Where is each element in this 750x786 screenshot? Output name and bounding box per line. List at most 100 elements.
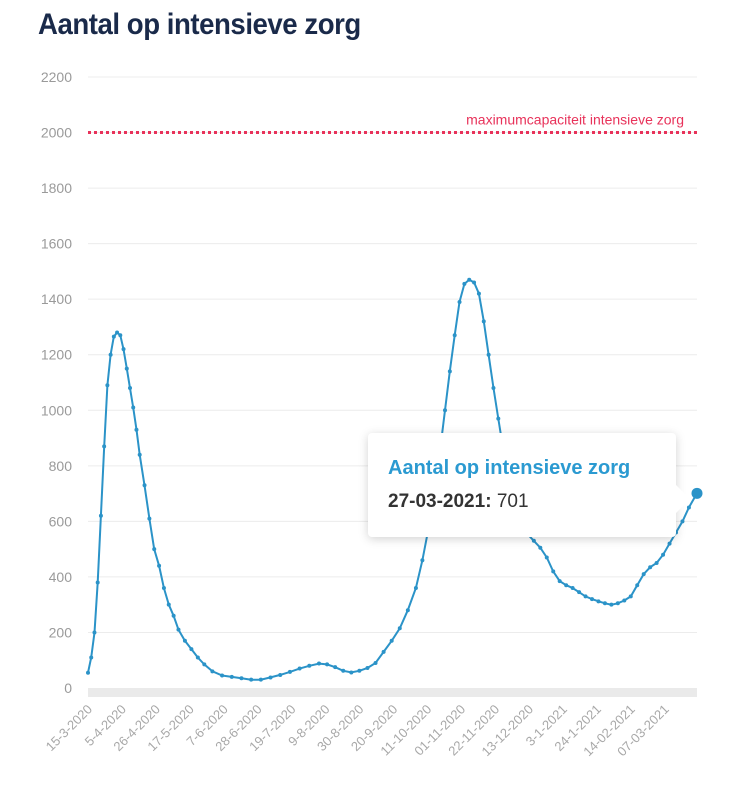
- data-point: [357, 668, 362, 673]
- x-axis-band: [88, 688, 697, 697]
- data-point: [157, 563, 162, 568]
- data-point: [171, 613, 176, 618]
- data-point: [641, 572, 646, 577]
- data-point: [229, 674, 234, 679]
- data-point: [654, 561, 659, 566]
- data-point: [538, 545, 543, 550]
- data-point: [95, 580, 100, 585]
- y-tick-label: 1200: [41, 347, 72, 363]
- data-point: [98, 513, 103, 518]
- data-point: [373, 661, 378, 666]
- data-point: [628, 594, 633, 599]
- data-point: [287, 669, 292, 674]
- data-point: [147, 516, 152, 521]
- data-point: [486, 352, 491, 357]
- tooltip-title: Aantal op intensieve zorg: [388, 457, 631, 479]
- data-point: [447, 369, 452, 374]
- data-point: [472, 280, 477, 285]
- data-point: [648, 565, 653, 570]
- data-point: [365, 666, 370, 671]
- data-point: [249, 677, 254, 682]
- series-line: [87, 278, 698, 681]
- data-point: [381, 649, 386, 654]
- data-point: [161, 586, 166, 591]
- data-point: [325, 662, 330, 667]
- gridlines: [88, 76, 697, 633]
- data-point: [590, 597, 594, 602]
- data-point: [115, 330, 120, 335]
- data-point: [142, 483, 147, 488]
- data-point: [258, 677, 263, 682]
- data-point: [622, 598, 627, 603]
- y-tick-label: 600: [49, 513, 73, 529]
- data-point: [268, 675, 273, 680]
- data-point: [397, 626, 402, 631]
- tooltip-date: 27-03-2021:: [388, 491, 492, 512]
- data-point: [195, 655, 200, 660]
- data-point: [635, 583, 640, 588]
- data-point: [564, 583, 569, 588]
- y-tick-label: 2000: [41, 125, 72, 141]
- data-point: [124, 366, 129, 371]
- data-point: [583, 594, 588, 599]
- data-point: [102, 444, 107, 449]
- data-point: [551, 569, 556, 574]
- data-point: [496, 416, 501, 421]
- highlighted-point: [691, 487, 703, 499]
- data-point: [137, 452, 142, 457]
- y-tick-label: 2200: [41, 69, 72, 85]
- data-point: [278, 672, 283, 677]
- tooltip-body: 27-03-2021: 701: [388, 491, 529, 513]
- x-axis-ticks: 15-3-20205-4-202026-4-202017-5-20207-6-2…: [43, 702, 672, 760]
- data-point: [131, 405, 136, 410]
- y-tick-label: 0: [64, 680, 72, 696]
- data-point: [118, 333, 123, 338]
- data-point: [341, 668, 346, 673]
- data-point: [405, 608, 410, 613]
- tooltip: Aantal op intensieve zorg 27-03-2021: 70…: [368, 433, 690, 537]
- data-point: [389, 638, 394, 643]
- y-tick-label: 1800: [41, 180, 72, 196]
- data-point: [121, 347, 126, 352]
- y-tick-label: 1600: [41, 236, 72, 252]
- data-point: [182, 638, 187, 643]
- data-point: [176, 627, 181, 632]
- data-point: [349, 670, 354, 675]
- data-point: [577, 590, 582, 595]
- data-point: [570, 586, 575, 591]
- data-point: [202, 662, 207, 667]
- data-point: [467, 277, 472, 282]
- data-point: [680, 519, 685, 524]
- tooltip-value: 701: [496, 491, 529, 512]
- chart-title: Aantal op intensieve zorg: [38, 8, 361, 41]
- data-point: [615, 601, 620, 606]
- data-point: [297, 666, 302, 671]
- data-point: [452, 333, 457, 338]
- data-point: [596, 599, 601, 604]
- data-point: [92, 630, 97, 635]
- y-tick-label: 200: [49, 624, 73, 640]
- data-point: [166, 602, 171, 607]
- data-point: [661, 552, 666, 557]
- data-point: [111, 334, 116, 339]
- data-point: [457, 299, 462, 304]
- data-point: [413, 586, 418, 591]
- data-point: [210, 669, 215, 674]
- data-point: [134, 427, 139, 432]
- data-point: [531, 538, 536, 543]
- data-point: [86, 670, 90, 675]
- data-point: [239, 676, 244, 681]
- data-point: [462, 281, 467, 286]
- y-axis-ticks: 0 200 400 600 800 1000 1200 1400 1600 1800 2000 220…: [41, 69, 72, 696]
- y-tick-label: 800: [49, 458, 73, 474]
- y-tick-label: 1400: [41, 291, 72, 307]
- y-tick-label: 1000: [41, 402, 72, 418]
- data-point: [333, 665, 338, 670]
- reference-line-group: maximumcapaciteit intensieve zorg: [88, 112, 697, 135]
- data-point: [220, 673, 225, 678]
- data-point: [317, 661, 321, 666]
- series-group: [86, 277, 703, 682]
- data-point: [420, 558, 425, 563]
- x-tick-label: 15-3-2020: [43, 702, 96, 755]
